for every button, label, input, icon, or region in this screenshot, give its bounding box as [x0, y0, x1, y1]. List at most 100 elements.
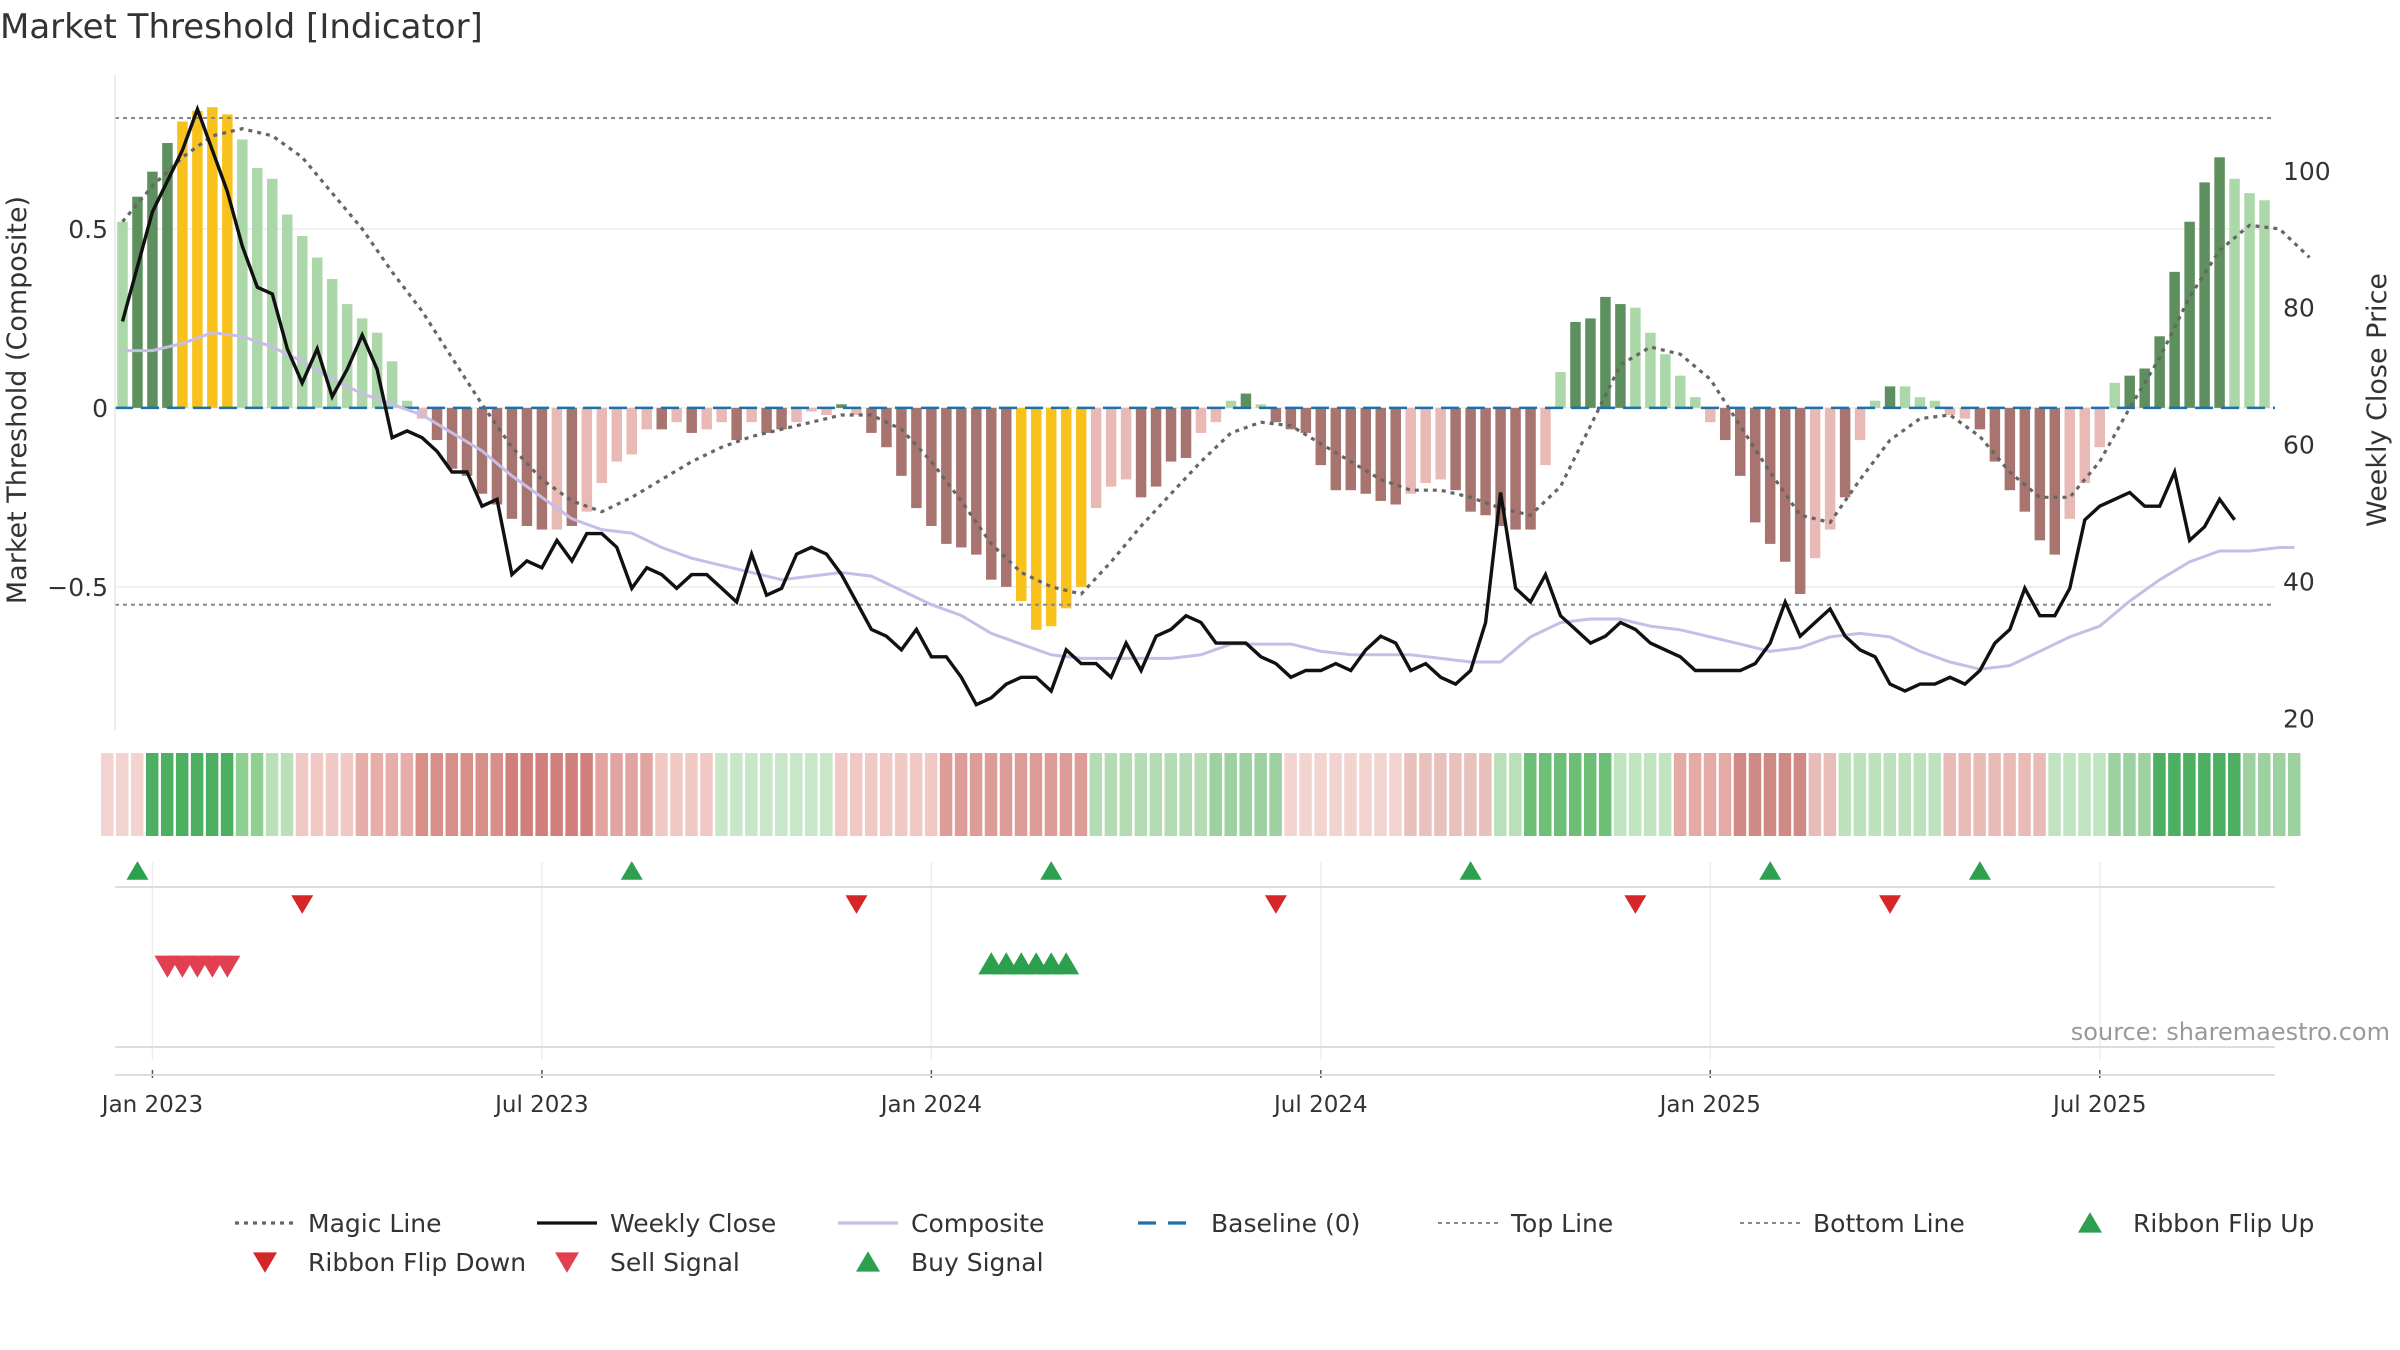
composite-bar [911, 407, 922, 509]
composite-bar [2004, 407, 2016, 491]
composite-bar [1045, 407, 1057, 627]
ribbon-cell [1179, 753, 1193, 836]
ribbon-flip-up-marker [1968, 861, 1991, 880]
ribbon-cell [1284, 753, 1297, 836]
composite-bar [1105, 407, 1117, 487]
ribbon-cell [745, 753, 758, 836]
ribbon-cell [295, 753, 309, 836]
composite-bar [222, 114, 233, 408]
composite-bar [1435, 407, 1446, 480]
ribbon-cell [1673, 753, 1687, 836]
ribbon-cell [1419, 753, 1432, 836]
ribbon-cell [1164, 753, 1178, 836]
weekly-close-line [120, 104, 2236, 707]
ribbon-cell [2213, 753, 2226, 836]
composite-bar [806, 407, 817, 412]
composite-bar [1764, 407, 1776, 544]
composite-bar [611, 407, 623, 462]
composite-bar [1884, 386, 1896, 408]
ribbon-cell [520, 753, 533, 836]
ribbon-cell [1793, 753, 1807, 836]
ribbon-flip-down-marker [1624, 895, 1647, 914]
ribbon-cell [1808, 753, 1822, 836]
ribbon-cell [505, 753, 518, 836]
ribbon-cell [2048, 753, 2061, 836]
legend-item: Magic Line [235, 1209, 442, 1238]
composite-line [122, 331, 2295, 671]
legend-label: Magic Line [308, 1209, 442, 1238]
ribbon-cell [2258, 753, 2271, 836]
ribbon-cell [1763, 753, 1777, 836]
composite-bar [581, 407, 593, 512]
y-left-tick-label: 0.5 [68, 215, 108, 244]
legend-item: Baseline (0) [1138, 1209, 1360, 1238]
x-tick-label: Jul 2023 [493, 1092, 589, 1118]
composite-bar [971, 407, 982, 555]
composite-bar [1285, 407, 1297, 430]
ribbon-cell [460, 753, 474, 836]
composite-bar [1749, 407, 1761, 523]
ribbon-cell [1059, 753, 1073, 836]
ribbon-cell [205, 753, 219, 836]
composite-bar [1914, 397, 1926, 408]
ribbon-cell [2273, 753, 2286, 836]
composite-bar [956, 407, 967, 548]
composite-bar [1240, 393, 1252, 408]
ribbon-cell [1314, 753, 1327, 836]
composite-bar [761, 407, 772, 433]
composite-bar [1929, 400, 1941, 408]
legend-item: Buy Signal [856, 1248, 1044, 1277]
composite-bar [2124, 375, 2135, 408]
ribbon-cell [879, 753, 893, 836]
composite-bar [192, 110, 203, 408]
composite-bar [821, 407, 832, 416]
composite-bar [1525, 407, 1536, 530]
legend-item: Weekly Close [537, 1209, 776, 1238]
composite-bar [207, 107, 218, 408]
composite-bar [1135, 407, 1147, 498]
composite-bar [716, 407, 727, 423]
composite-bar [536, 407, 548, 530]
composite-bar [446, 407, 458, 469]
composite-bar [626, 407, 638, 455]
composite-bar [1615, 304, 1626, 408]
composite-bar [2229, 178, 2240, 408]
ribbon-cell [1823, 753, 1837, 836]
ribbon-cell [760, 753, 773, 836]
ribbon-cell [1434, 753, 1447, 836]
composite-bar [1195, 407, 1207, 433]
composite-bar [1360, 407, 1372, 494]
ribbon-flip-up-marker [1040, 861, 1063, 880]
ribbon-cell [894, 753, 908, 836]
composite-bar [1600, 296, 1611, 408]
composite-bar [2259, 200, 2270, 408]
ribbon-cell [2153, 753, 2166, 836]
ribbon-cell [1958, 753, 1971, 836]
composite-bar [1315, 407, 1327, 466]
ribbon-cell [670, 753, 683, 836]
legend-item: Ribbon Flip Down [253, 1248, 526, 1277]
composite-bar [1255, 404, 1267, 408]
ribbon-cell [775, 753, 788, 836]
ribbon-cell [1628, 753, 1642, 836]
ribbon-cell [2093, 753, 2106, 836]
ribbon-flip-down-marker [845, 895, 868, 914]
composite-bar [2049, 407, 2061, 555]
y-axis-right-label: Weekly Close Price [2362, 273, 2393, 527]
magic-line [121, 127, 2311, 596]
composite-bar [326, 279, 338, 408]
ribbon-cell [2138, 753, 2151, 836]
composite-bar [1959, 407, 1971, 419]
composite-bar [1390, 407, 1401, 505]
ribbon-cell [954, 753, 968, 836]
ribbon-cell [805, 753, 818, 836]
axes: 0.5 0 −0.5 100 80 60 40 20 Jan 2023 Jul 2023 Jan 2… [47, 75, 2331, 1118]
composite-bar [1300, 407, 1312, 433]
legend-swatch [253, 1252, 277, 1273]
ribbon-cell [1568, 753, 1582, 836]
ribbon-cell [1359, 753, 1372, 836]
composite-bar [506, 407, 518, 519]
composite-bar [596, 407, 608, 484]
legend-item: Bottom Line [1740, 1209, 1965, 1238]
